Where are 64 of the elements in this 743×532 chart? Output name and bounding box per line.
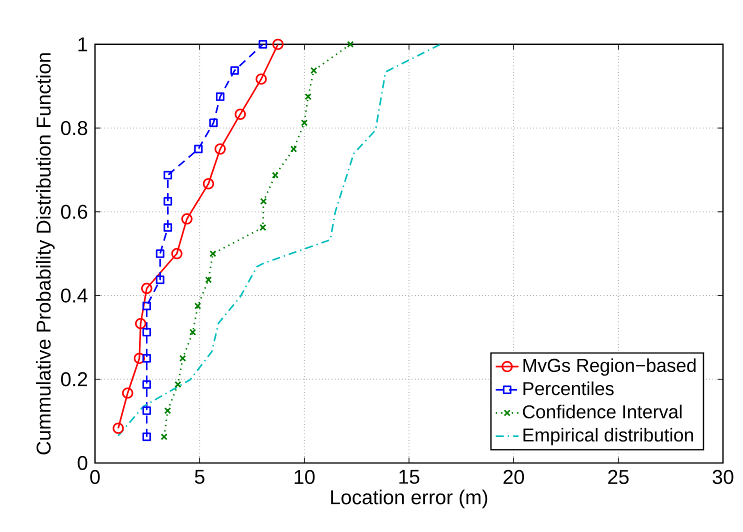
- point: [142, 302, 151, 310]
- point: [142, 406, 151, 415]
- legend-label: MvGs Region−based: [524, 358, 696, 376]
- x-tick-label: 25: [608, 470, 629, 484]
- point: [209, 118, 218, 128]
- point: [122, 387, 134, 399]
- point: [230, 66, 239, 75]
- point: [135, 318, 146, 330]
- point: [272, 172, 279, 179]
- point: [258, 40, 268, 49]
- point: [290, 146, 298, 152]
- point: [179, 354, 186, 362]
- point: [164, 223, 172, 232]
- point: [141, 282, 152, 294]
- x-tick-label: 30: [712, 470, 734, 484]
- point: [164, 170, 172, 180]
- y-axis-title: Cummulative Probability Distribution Function: [36, 53, 55, 454]
- point: [194, 144, 203, 154]
- point: [142, 328, 151, 336]
- point: [346, 40, 354, 48]
- point: [234, 108, 246, 120]
- point: [112, 422, 124, 434]
- legend-label: Confidence Interval: [522, 404, 682, 418]
- y-tick-label: 0.4: [61, 288, 88, 303]
- x-tick-label: 0: [90, 470, 100, 484]
- point: [256, 73, 267, 85]
- y-tick-label: 0: [78, 456, 88, 470]
- y-tick-label: 0.6: [61, 204, 88, 219]
- point: [142, 354, 151, 363]
- point: [260, 198, 267, 205]
- legend-label: Percentiles: [524, 382, 614, 396]
- point: [272, 38, 284, 50]
- point: [205, 276, 212, 284]
- point: [202, 178, 214, 190]
- y-tick-label: 0.8: [61, 120, 88, 136]
- x-axis-title: Location error (m): [331, 490, 488, 508]
- line-series: [117, 44, 442, 437]
- point: [300, 119, 308, 126]
- point: [142, 432, 151, 442]
- point: [171, 248, 182, 260]
- point: [164, 407, 172, 414]
- x-tick-label: 20: [504, 470, 524, 484]
- y-tick-label: 0.2: [61, 372, 88, 386]
- point: [134, 352, 145, 364]
- point: [174, 381, 182, 388]
- point: [304, 93, 312, 100]
- point: [156, 276, 164, 284]
- point: [164, 197, 172, 206]
- point: [189, 328, 196, 336]
- point: [160, 433, 168, 440]
- x-tick-label: 15: [399, 470, 420, 484]
- point: [216, 92, 224, 101]
- point: [310, 67, 318, 74]
- point: [259, 224, 266, 231]
- x-tick-label: 5: [194, 470, 204, 484]
- point: [181, 213, 193, 225]
- point: [214, 143, 226, 155]
- y-tick-label: 1: [78, 37, 88, 52]
- point: [209, 250, 216, 258]
- point: [194, 302, 202, 310]
- point: [156, 249, 164, 258]
- legend-label: Empirical distribution: [524, 428, 693, 446]
- x-tick-label: 10: [294, 470, 315, 484]
- point: [142, 380, 151, 389]
